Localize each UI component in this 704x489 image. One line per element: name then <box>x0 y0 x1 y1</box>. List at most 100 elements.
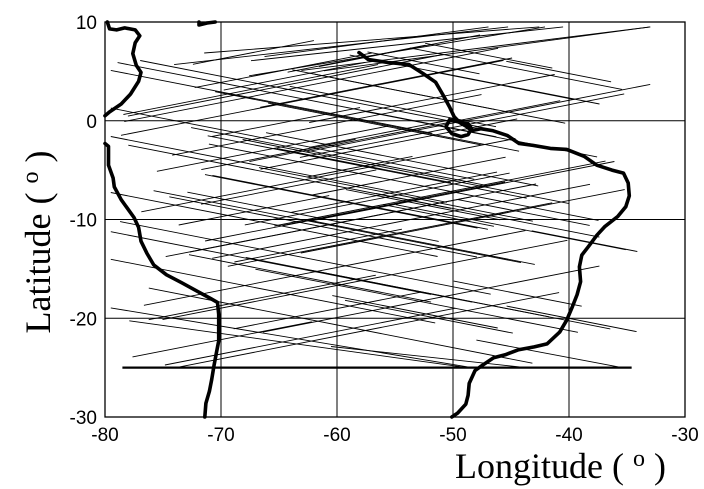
x-axis-unit-symbol: o <box>633 446 645 472</box>
ascending-track <box>201 169 377 205</box>
ascending-track <box>301 26 651 71</box>
y-axis-unit-paren-open: ( <box>18 193 58 205</box>
ascending-track <box>274 160 606 227</box>
descending-track <box>120 221 491 295</box>
descending-track <box>434 71 575 100</box>
ascending-track <box>309 74 555 123</box>
ascending-track <box>132 321 312 358</box>
ascending-track <box>300 189 625 254</box>
coastline-peru-chile-coast <box>103 141 221 419</box>
descending-track <box>295 267 472 303</box>
ascending-track <box>212 183 591 259</box>
y-tick-label: -10 <box>70 211 97 232</box>
ascending-track <box>141 138 516 213</box>
descending-track <box>425 42 553 69</box>
descending-track <box>208 143 599 221</box>
y-axis-label: Latitude <box>18 214 58 334</box>
descending-track <box>207 135 527 199</box>
descending-track <box>242 139 569 204</box>
ascending-track <box>172 94 482 156</box>
x-tick-label: -30 <box>671 425 698 446</box>
ascending-track <box>234 228 402 263</box>
ascending-track <box>201 138 356 171</box>
x-axis-ticks: -80 -70 -60 -50 -40 -30 <box>91 425 698 446</box>
descending-track <box>110 136 447 203</box>
ascending-track <box>164 307 456 366</box>
descending-track <box>506 305 637 333</box>
ascending-track <box>233 291 421 330</box>
descending-track <box>344 299 513 334</box>
descending-track <box>110 307 472 369</box>
descending-track <box>395 204 626 251</box>
ascending-track <box>174 26 509 66</box>
descending-track <box>409 47 623 90</box>
descending-track <box>289 85 497 128</box>
x-tick-label: -40 <box>555 425 582 446</box>
coastline-south-america-east-coast <box>357 50 632 419</box>
x-axis-title: Longitude ( o ) <box>455 434 666 486</box>
ascending-track <box>307 155 413 178</box>
y-axis-title: Latitude ( o ) <box>6 151 58 334</box>
descending-track <box>215 91 520 152</box>
ascending-track <box>306 83 651 153</box>
descending-track <box>110 69 433 134</box>
descending-track <box>191 127 487 186</box>
y-axis-unit-paren-close: ) <box>18 151 58 163</box>
descending-track <box>188 254 432 303</box>
descending-track <box>276 148 451 184</box>
descending-track <box>110 192 438 257</box>
y-tick-label: 10 <box>76 13 97 34</box>
coastline-layer <box>103 20 632 419</box>
descending-track <box>332 295 498 329</box>
ascending-track <box>162 239 568 321</box>
descending-track <box>375 192 600 238</box>
y-tick-label: -20 <box>70 309 97 330</box>
x-tick-label: -70 <box>207 425 234 446</box>
plot-frame <box>104 21 686 418</box>
descending-track <box>212 174 488 230</box>
ascending-track <box>204 26 540 54</box>
descending-track <box>110 107 475 180</box>
descending-track <box>129 320 467 369</box>
descending-track <box>453 280 582 307</box>
y-axis-ticks: -30 -20 -10 0 10 <box>70 13 97 429</box>
descending-track <box>110 258 436 324</box>
x-tick-label: -80 <box>91 425 118 446</box>
x-tick-label: -50 <box>439 425 466 446</box>
y-tick-label: -30 <box>70 408 97 429</box>
descending-track <box>258 167 533 222</box>
descending-track <box>367 51 480 75</box>
ascending-track <box>312 156 506 196</box>
x-axis-unit-paren-close: ) <box>654 446 666 486</box>
x-axis-unit-paren-open: ( <box>612 446 624 486</box>
ascending-track <box>127 54 443 117</box>
x-axis-label: Longitude <box>455 446 603 486</box>
ascending-track <box>148 274 376 321</box>
y-tick-label: 0 <box>86 112 97 133</box>
coastline-marajo-island <box>444 118 474 139</box>
descending-track <box>307 219 535 265</box>
y-axis-unit-symbol: o <box>18 172 44 184</box>
ascending-track <box>227 202 553 267</box>
ascending-track <box>260 118 518 170</box>
plot-area <box>103 20 686 419</box>
descending-track <box>255 268 578 333</box>
descending-track <box>266 132 539 187</box>
y-axis-title-group: Latitude ( o ) <box>6 151 58 334</box>
descending-track <box>457 199 590 226</box>
descending-track <box>268 102 482 146</box>
descending-track <box>531 230 638 252</box>
ascending-track <box>211 107 361 137</box>
ascending-track <box>143 230 526 306</box>
descending-track <box>382 204 494 227</box>
coastline-andes-west-boundary <box>103 20 143 118</box>
ascending-track <box>309 161 615 222</box>
ascending-track <box>124 47 499 122</box>
ascending-track <box>176 292 560 368</box>
descending-track <box>345 189 501 221</box>
ascending-track <box>223 61 366 91</box>
descending-track <box>117 62 497 138</box>
x-tick-label: -60 <box>323 425 350 446</box>
descending-track <box>476 339 622 369</box>
